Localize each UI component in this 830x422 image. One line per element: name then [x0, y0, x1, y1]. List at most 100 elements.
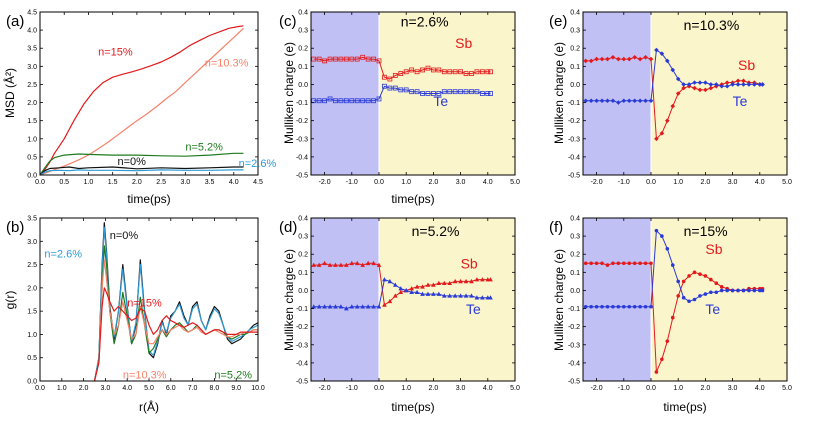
data-point-sb: [687, 274, 691, 278]
data-point-sb: [675, 91, 681, 96]
x-tick-label: -2.0: [319, 179, 331, 186]
series-annotation: n=15%: [98, 46, 133, 58]
y-tick-label: 0.0: [298, 82, 308, 89]
y-tick-label: 0.4: [298, 216, 308, 223]
data-point-sb: [594, 56, 599, 62]
data-point-te: [741, 82, 746, 87]
data-point-te: [349, 304, 355, 309]
data-point-sb: [327, 262, 333, 267]
data-point-te: [409, 89, 415, 95]
series-line-n0: [39, 166, 244, 176]
y-tick-label: 2.5: [27, 82, 37, 89]
plot-frame: [310, 11, 516, 176]
data-point-te: [583, 98, 589, 104]
y-tick-label: 0.2: [298, 252, 308, 259]
data-point-te: [480, 295, 485, 300]
x-tick-label: 0.0: [374, 385, 384, 392]
data-point-sb: [311, 56, 317, 62]
x-tick-label: 3.0: [180, 179, 190, 186]
series-line-n15: [39, 25, 244, 176]
data-point-te: [692, 297, 697, 302]
data-point-sb: [626, 56, 632, 62]
data-point-sb: [676, 294, 680, 298]
x-tick-label: 5.0: [510, 385, 520, 392]
sb-label: Sb: [455, 35, 472, 51]
y-tick-label: 1.0: [27, 332, 37, 339]
data-point-sb: [649, 261, 653, 266]
data-point-te: [600, 304, 604, 309]
y-axis-label: Mulliken charge (e): [282, 42, 296, 144]
data-point-sb: [621, 56, 627, 62]
data-point-sb: [660, 357, 664, 362]
te-label: Te: [705, 301, 720, 317]
x-tick-label: 5.0: [144, 385, 154, 392]
y-tick-label: -0.3: [568, 342, 580, 349]
data-point-sb: [594, 261, 599, 266]
data-point-te: [338, 304, 344, 309]
y-tick-label: -0.2: [568, 324, 580, 331]
x-tick-label: 7.0: [188, 385, 198, 392]
data-point-te: [605, 304, 610, 309]
x-tick-label: -1.0: [618, 179, 630, 186]
data-point-te: [703, 80, 708, 85]
data-point-te: [354, 98, 360, 104]
data-point-te: [708, 82, 714, 87]
data-point-sb: [420, 67, 425, 73]
data-point-sb: [670, 315, 675, 320]
data-point-sb: [474, 277, 480, 282]
data-point-te: [709, 290, 713, 295]
x-axis-label: r(Å): [139, 399, 159, 414]
data-point-te: [376, 304, 382, 309]
data-point-sb: [648, 56, 654, 62]
data-point-te: [463, 293, 469, 298]
data-point-te: [485, 91, 491, 96]
data-point-te: [697, 80, 703, 85]
data-point-te: [403, 87, 409, 93]
data-point-te: [327, 304, 333, 309]
data-point-sb: [714, 281, 719, 286]
y-axis-label: MSD (Å²): [2, 68, 17, 118]
data-point-te: [452, 293, 458, 298]
data-point-sb: [360, 262, 365, 267]
data-point-sb: [333, 56, 338, 62]
data-point-te: [474, 295, 480, 300]
y-tick-label: 0.1: [298, 270, 308, 277]
data-point-te: [425, 91, 431, 96]
data-point-te: [458, 89, 464, 95]
data-point-sb: [431, 282, 436, 287]
x-tick-label: 5.0: [782, 179, 792, 186]
data-point-sb: [654, 136, 659, 142]
panel-e: -2.0 -1.0 0.0 1.0 2.0 3.0 4.0 5.0 -0.5 -0.4 -0.3 -0…: [549, 10, 792, 187]
data-point-sb: [588, 58, 594, 64]
y-tick-label: 0.1: [570, 64, 580, 71]
data-point-sb: [583, 261, 588, 266]
data-point-te: [333, 98, 338, 104]
data-point-sb: [447, 69, 453, 75]
data-point-te: [398, 87, 404, 93]
data-point-te: [760, 82, 765, 87]
data-point-te: [458, 293, 463, 298]
data-point-te: [736, 288, 740, 293]
x-tick-label: 0.0: [646, 179, 656, 186]
data-point-sb: [365, 56, 371, 62]
x-tick-label: -2.0: [591, 385, 603, 392]
data-point-sb: [665, 118, 670, 123]
data-point-te: [589, 304, 593, 309]
data-point-sb: [376, 58, 382, 64]
y-tick-label: 0.3: [298, 234, 308, 241]
x-tick-label: 3.0: [101, 385, 111, 392]
y-tick-label: -0.1: [568, 100, 580, 107]
series-line-n103: [93, 259, 258, 382]
y-tick-label: -0.1: [568, 306, 580, 313]
panel-b: 0.0 1.0 2.0 3.0 4.0 5.0 6.0 7.0 8.0 9.0 10.0 0.0 0.5…: [3, 216, 265, 415]
data-point-sb: [311, 262, 317, 267]
data-point-te: [730, 288, 735, 293]
x-axis-label: time(ps): [391, 400, 434, 414]
data-point-te: [643, 304, 648, 309]
data-point-sb: [387, 298, 393, 304]
x-tick-label: 0.0: [35, 179, 45, 186]
data-point-te: [681, 295, 686, 300]
data-point-te: [638, 304, 642, 309]
x-tick-label: 5.0: [510, 179, 520, 186]
y-tick-label: 2.0: [27, 100, 37, 107]
